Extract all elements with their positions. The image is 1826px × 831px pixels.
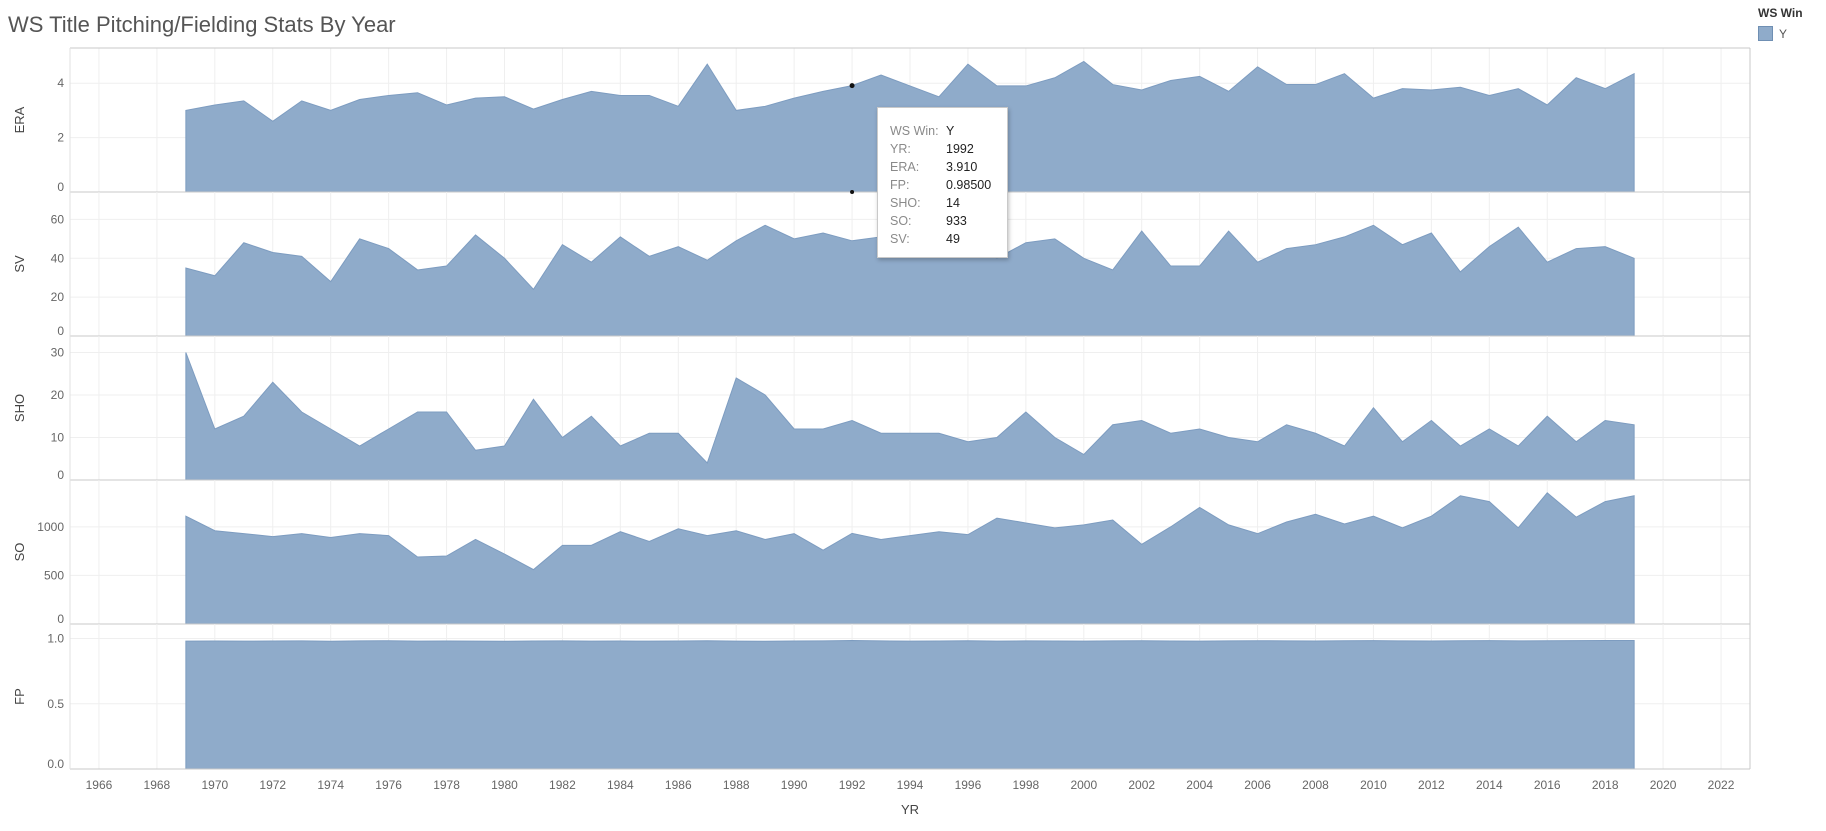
x-tick-label: 1974 [317,778,344,792]
x-tick-label: 1970 [201,778,228,792]
y-tick-label: 10 [51,431,65,445]
hover-baseline-marker [850,190,855,194]
y-tick-label: 1000 [37,520,64,534]
legend-item-y[interactable]: Y [1758,26,1803,41]
y-tick-label: 0 [57,324,64,338]
tooltip-row-era: ERA: 3.910 [890,158,1007,176]
tooltip-label: YR: [890,142,911,156]
tooltip-row-fp: FP: 0.98500 [890,176,1007,194]
tooltip-value: 14 [946,196,960,210]
x-tick-label: 1990 [781,778,808,792]
x-tick-label: 2000 [1070,778,1097,792]
area-series-sho [185,352,1635,481]
y-tick-label: 0 [57,612,64,626]
tooltip-value: 933 [946,214,967,228]
y-axis-label-era: ERA [12,106,27,133]
x-tick-label: 2010 [1360,778,1387,792]
x-tick-label: 1996 [955,778,982,792]
y-tick-label: 0.0 [47,757,64,771]
x-tick-label: 1966 [86,778,113,792]
legend-label: Y [1779,26,1788,41]
tooltip-value: 3.910 [946,160,978,174]
chart-title: WS Title Pitching/Fielding Stats By Year [8,12,396,37]
tooltip-row-so: SO: 933 [890,212,1007,230]
tooltip-label: SO: [890,214,912,228]
x-tick-label: 1972 [259,778,286,792]
y-tick-label: 1.0 [47,632,64,646]
x-tick-label: 1992 [839,778,866,792]
y-tick-label: 20 [51,290,65,304]
x-tick-label: 2004 [1186,778,1213,792]
tooltip-label: SV: [890,232,910,246]
x-tick-label: 2006 [1244,778,1271,792]
x-tick-label: 1994 [897,778,924,792]
x-tick-label: 1968 [144,778,171,792]
x-tick-label: 2022 [1708,778,1735,792]
tooltip-label: SHO: [890,196,921,210]
y-tick-label: 2 [57,131,64,145]
chart-area: 0 2 4 ERA 0 20 40 60 SV 0 10 20 30 SHO 0 500 1000 SO 0.0 0.… [12,47,1751,817]
tooltip-value: Y [946,124,955,138]
legend: WS Win Y [1758,6,1803,41]
y-tick-label: 40 [51,251,65,265]
x-tick-label: 1978 [433,778,460,792]
legend-title: WS Win [1758,6,1803,20]
x-tick-label: 1988 [723,778,750,792]
legend-swatch [1758,26,1773,41]
y-axis-label-so: SO [12,543,27,562]
x-tick-label: 2020 [1650,778,1677,792]
x-tick-label: 2012 [1418,778,1445,792]
tooltip-row-yr: YR: 1992 [890,140,1007,158]
x-axis-label: YR [901,802,919,817]
x-tick-label: 1976 [375,778,402,792]
tooltip-row-sho: SHO: 14 [890,194,1007,212]
x-tick-label: 1982 [549,778,576,792]
y-tick-label: 30 [51,346,65,360]
tooltip-label: ERA: [890,160,920,174]
y-tick-label: 60 [51,212,65,226]
tooltip-value: 0.98500 [946,178,992,192]
y-tick-label: 0 [57,468,64,482]
tooltip-row-ws-win: WS Win: Y [890,122,1007,140]
x-tick-label: 2016 [1534,778,1561,792]
tooltip-value: 49 [946,232,960,246]
x-tick-label: 1984 [607,778,634,792]
y-tick-label: 0 [57,180,64,194]
y-tick-label: 4 [57,76,64,90]
tooltip-row-sv: SV: 49 [890,230,1007,248]
data-tooltip: WS Win: Y YR: 1992 ERA: 3.910 FP: 0.9850… [877,107,1008,258]
tooltip-label: WS Win: [890,124,939,138]
x-tick-label: 2014 [1476,778,1503,792]
hover-point-marker [849,83,855,89]
area-series-fp [185,639,1635,770]
y-axis-label-sho: SHO [12,394,27,422]
y-tick-label: 0.5 [47,697,64,711]
x-tick-label: 2018 [1592,778,1619,792]
tooltip-label: FP: [890,178,910,192]
x-tick-label: 2008 [1302,778,1329,792]
y-axis-label-fp: FP [12,688,27,705]
y-axis-label-sv: SV [12,255,27,273]
x-tick-label: 1998 [1013,778,1040,792]
x-tick-label: 1986 [665,778,692,792]
y-tick-label: 500 [44,568,64,582]
x-tick-label: 2002 [1128,778,1155,792]
area-series-so [185,492,1635,625]
y-tick-label: 20 [51,388,65,402]
tooltip-value: 1992 [946,142,974,156]
x-tick-label: 1980 [491,778,518,792]
